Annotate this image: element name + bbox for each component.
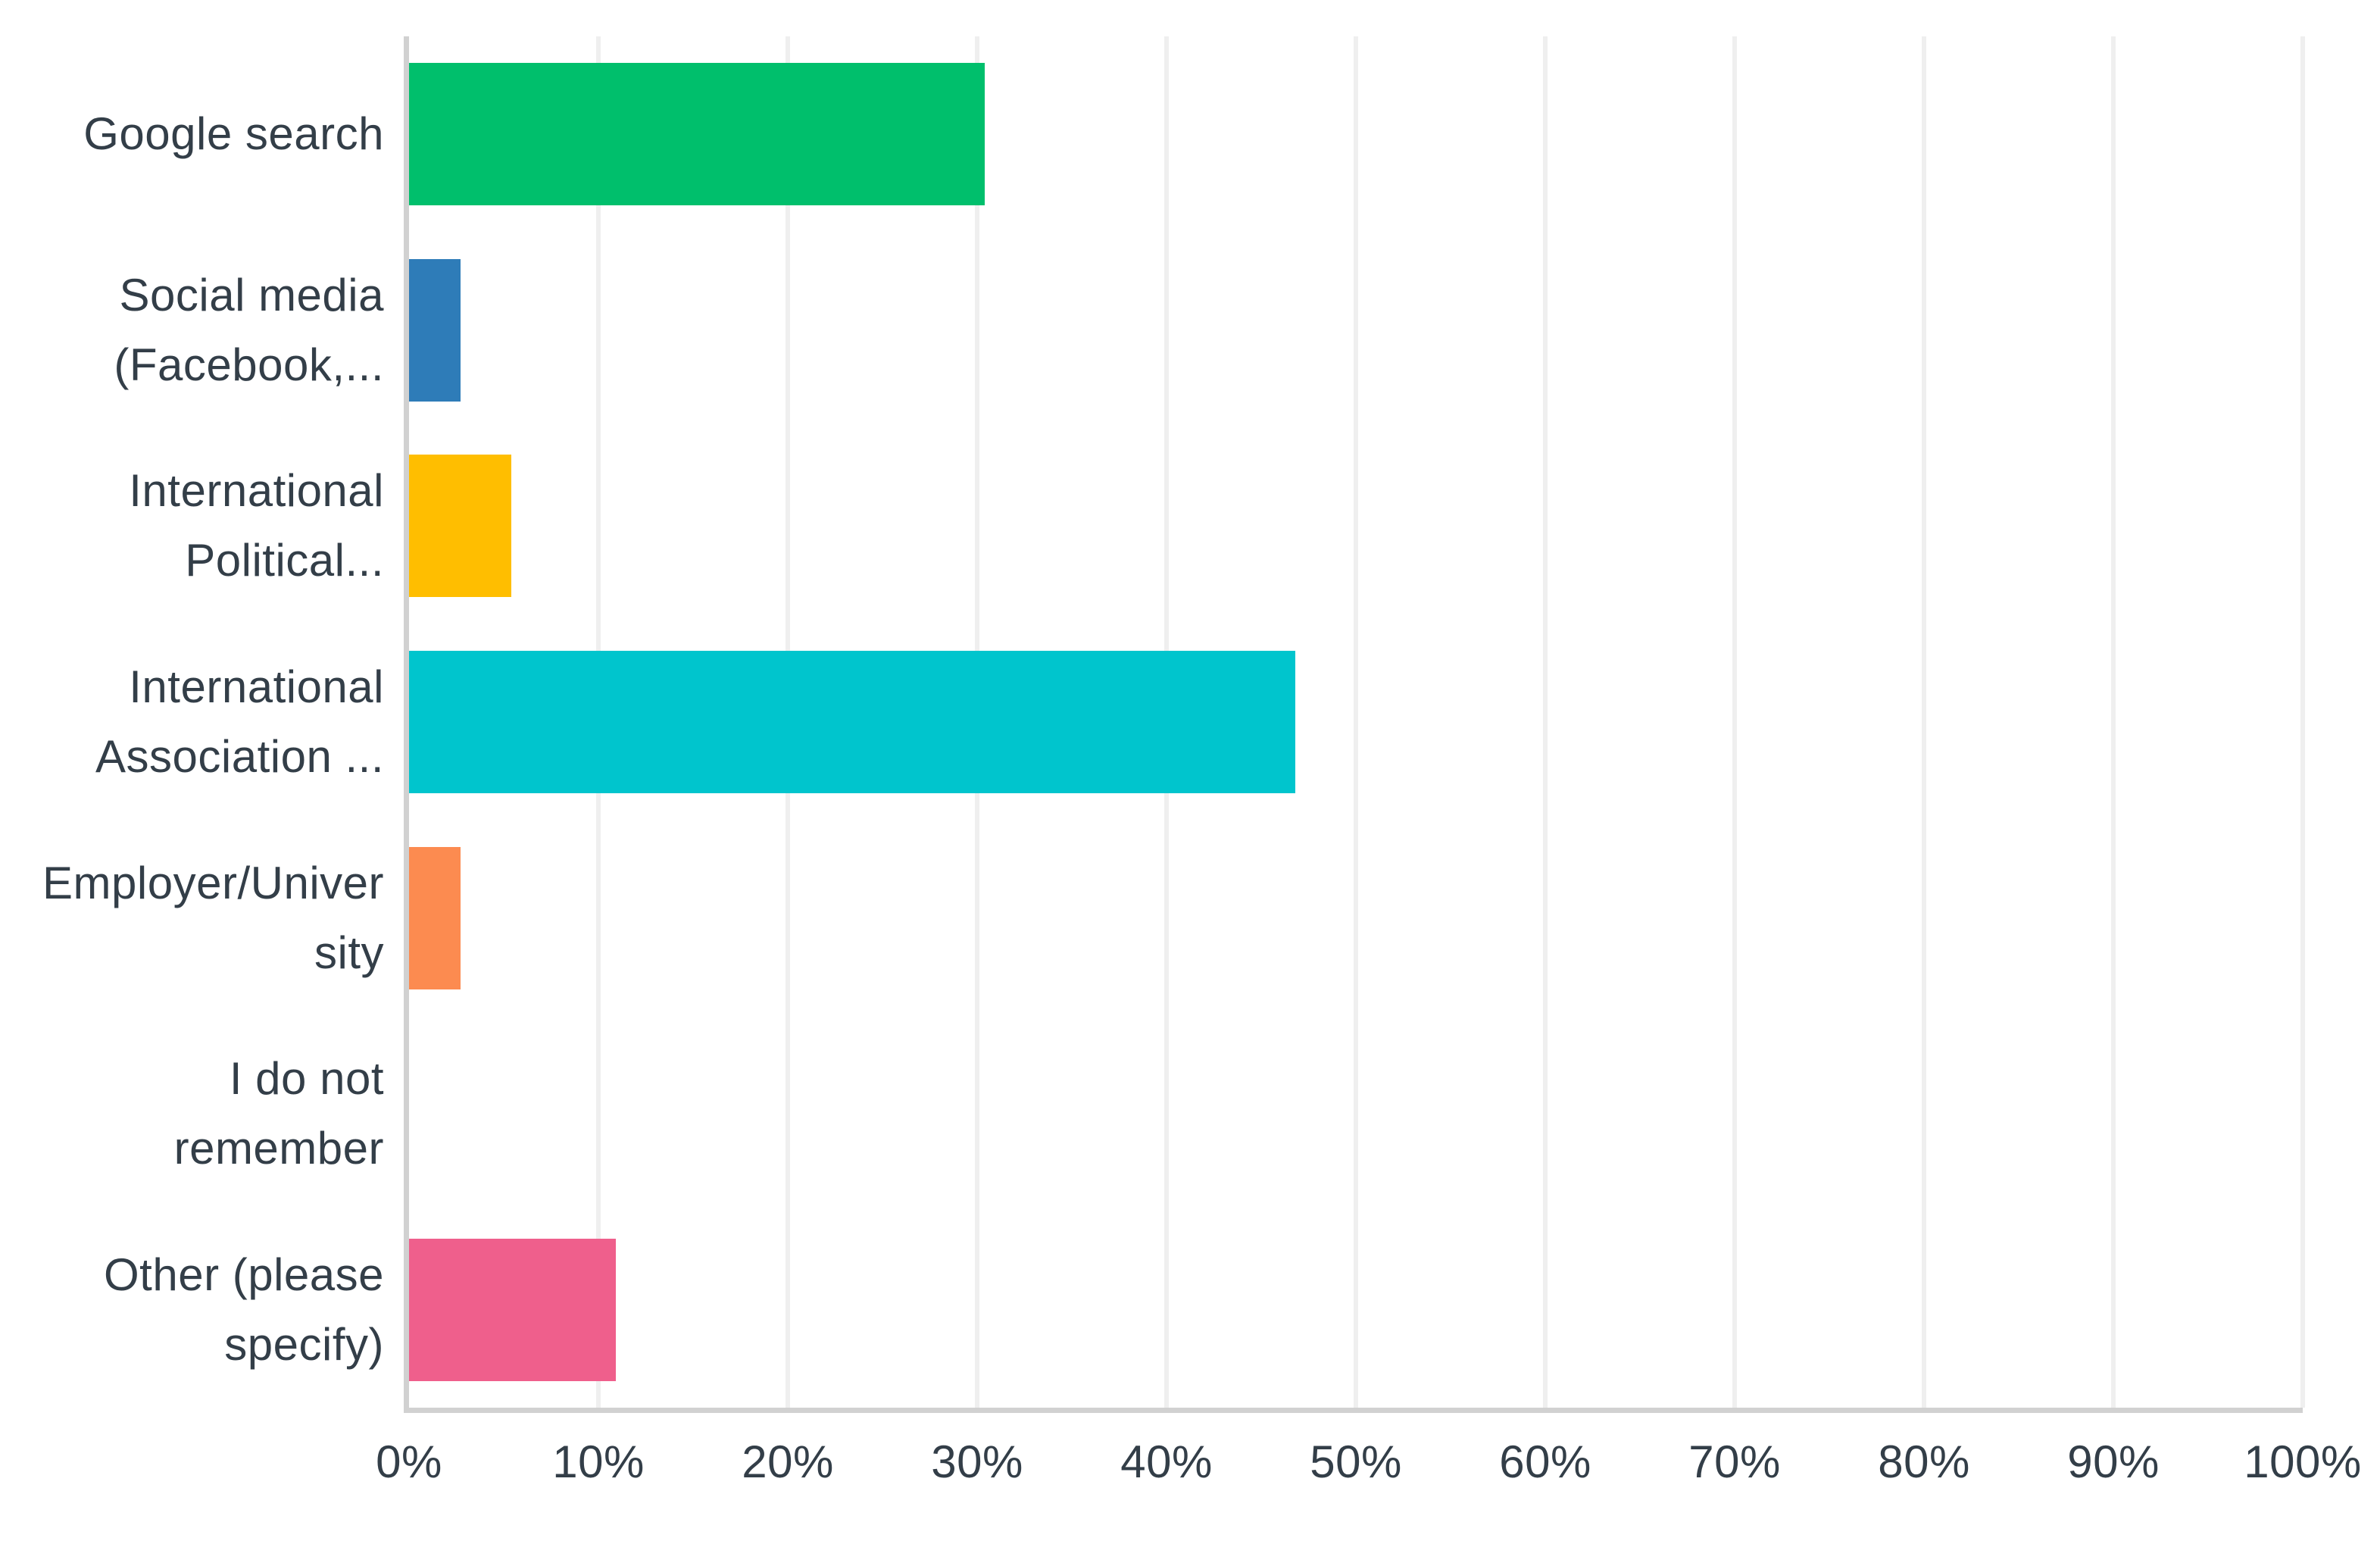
y-axis-line [404, 36, 409, 1413]
bar [409, 63, 985, 206]
bar [409, 258, 461, 402]
x-tick-label: 70% [1688, 1436, 1781, 1487]
x-tick-label: 80% [1878, 1436, 1970, 1487]
category-label-line: specify) [224, 1318, 384, 1370]
category-label: Employer/Univer sity [0, 849, 384, 988]
bar [409, 455, 511, 598]
gridline [1543, 36, 1548, 1408]
x-tick-label: 20% [742, 1436, 834, 1487]
bar [409, 651, 1295, 793]
x-tick-label: 30% [931, 1436, 1023, 1487]
gridline [1922, 36, 1926, 1408]
x-tick-label: 90% [2067, 1436, 2160, 1487]
gridline [2300, 36, 2305, 1408]
category-label-line: Other (please [103, 1249, 384, 1300]
x-axis-line [404, 1408, 2303, 1413]
category-label-line: International [129, 661, 384, 712]
category-label: International Association ... [0, 652, 384, 792]
category-label: International Political... [0, 456, 384, 595]
category-label: Google search [0, 99, 384, 169]
gridline [1354, 36, 1358, 1408]
x-tick-label: 100% [2244, 1436, 2362, 1487]
x-tick-label: 60% [1499, 1436, 1591, 1487]
category-label: Other (please specify) [0, 1240, 384, 1380]
bar [409, 846, 461, 989]
x-tick-label: 10% [552, 1436, 645, 1487]
x-tick-label: 0% [376, 1436, 442, 1487]
category-label-line: I do not [229, 1053, 384, 1105]
category-label-line: sity [314, 927, 384, 978]
category-label-line: International [129, 465, 384, 517]
gridline [2111, 36, 2116, 1408]
gridline [1732, 36, 1737, 1408]
category-label-line: Google search [83, 108, 384, 160]
bar [409, 1238, 616, 1381]
x-tick-label: 50% [1310, 1436, 1402, 1487]
category-label-line: remember [173, 1123, 384, 1174]
category-label: I do not remember [0, 1044, 384, 1183]
category-label-line: Social media [119, 269, 384, 320]
category-label-line: Association ... [95, 731, 384, 782]
category-label-line: Political... [185, 535, 384, 586]
category-label: Social media (Facebook,... [0, 261, 384, 400]
category-label-line: (Facebook,... [114, 339, 384, 390]
category-label-line: Employer/Univer [42, 857, 384, 908]
x-tick-label: 40% [1120, 1436, 1213, 1487]
